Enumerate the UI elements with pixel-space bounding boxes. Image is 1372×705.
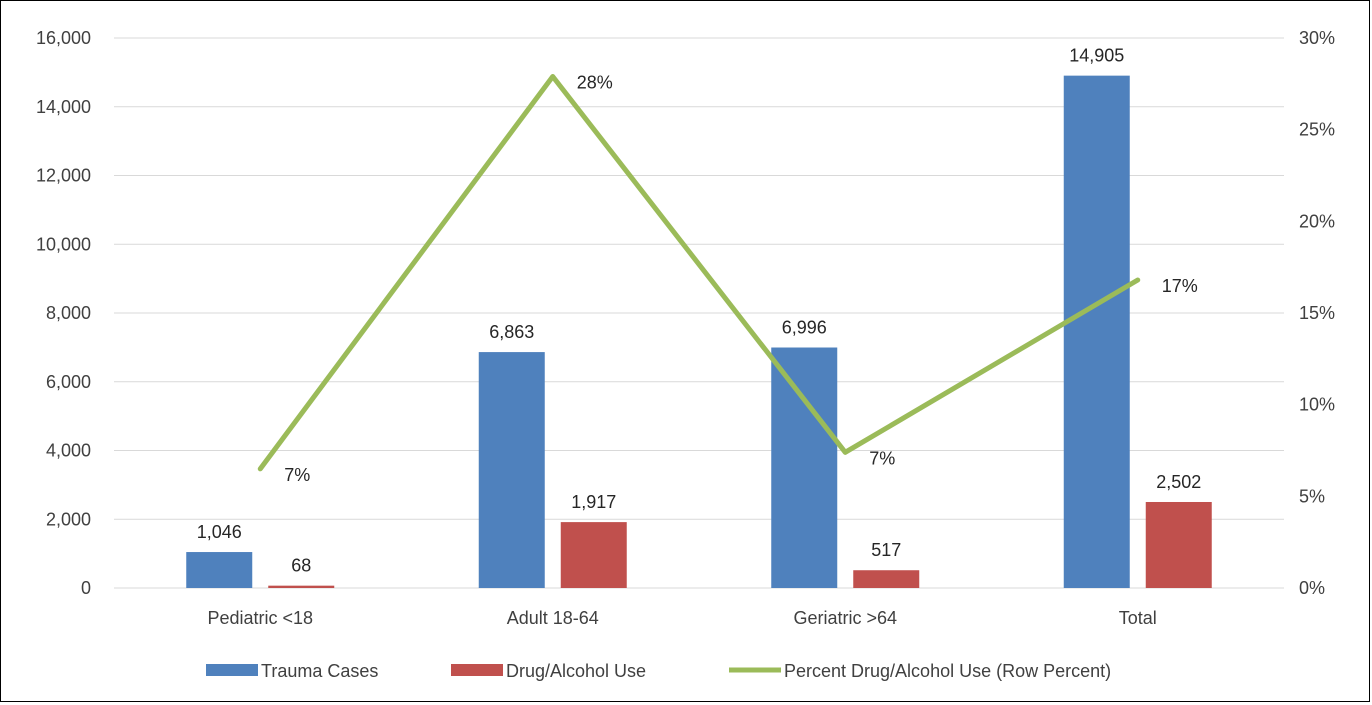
y-right-tick-label: 20% [1299,211,1335,231]
y-left-tick-label: 14,000 [36,97,91,117]
percent-value-label: 17% [1162,276,1198,296]
percent-value-label: 7% [284,465,310,485]
percent-series-line [260,77,1138,469]
bar-value-label: 68 [291,556,311,576]
y-left-tick-label: 0 [81,578,91,598]
bar-drug-alcohol-use [853,570,919,588]
legend-swatch [206,664,258,676]
bar-value-label: 1,917 [571,492,616,512]
data-labels: 1,046 6,863 6,996 14,905 68 1,917 517 2,502 7% 28… [197,46,1202,576]
legend-label: Trauma Cases [261,661,378,681]
y-left-tick-label: 12,000 [36,166,91,186]
y-left-tick-label: 2,000 [46,509,91,529]
y-left-tick-label: 4,000 [46,441,91,461]
percent-line [260,76,1138,469]
percent-value-label: 28% [577,73,613,93]
bar-value-label: 6,863 [489,322,534,342]
x-tick-label: Geriatric >64 [793,608,897,628]
y-left-tick-label: 10,000 [36,234,91,254]
bar-value-label: 14,905 [1069,46,1124,66]
bar-value-label: 1,046 [197,522,242,542]
legend-label: Percent Drug/Alcohol Use (Row Percent) [784,661,1111,681]
y-right-tick-label: 0% [1299,578,1325,598]
bar-value-label: 2,502 [1156,472,1201,492]
legend-swatch [451,664,503,676]
percent-value-label: 7% [869,448,895,468]
legend: Trauma Cases Drug/Alcohol Use Percent Drug… [206,661,1111,681]
y-right-tick-label: 5% [1299,486,1325,506]
y-right-tick-label: 25% [1299,120,1335,140]
bar-trauma-cases [771,348,837,588]
y-left-tick-label: 16,000 [36,28,91,48]
x-tick-label: Adult 18-64 [507,608,599,628]
y-right-tick-label: 30% [1299,28,1335,48]
bar-value-label: 6,996 [782,318,827,338]
bar-drug-alcohol-use [268,586,334,588]
y-left-tick-label: 8,000 [46,303,91,323]
x-tick-label: Total [1119,608,1157,628]
bar-trauma-cases [186,552,252,588]
legend-label: Drug/Alcohol Use [506,661,646,681]
y-right-tick-label: 15% [1299,303,1335,323]
bar-drug-alcohol-use [561,522,627,588]
bar-drug-alcohol-use [1146,502,1212,588]
y-left-tick-label: 6,000 [46,372,91,392]
bar-trauma-cases [1064,76,1130,588]
bar-trauma-cases [479,352,545,588]
x-tick-label: Pediatric <18 [207,608,313,628]
bar-value-label: 517 [871,540,901,560]
bars [186,76,1212,588]
y-right-tick-label: 10% [1299,395,1335,415]
